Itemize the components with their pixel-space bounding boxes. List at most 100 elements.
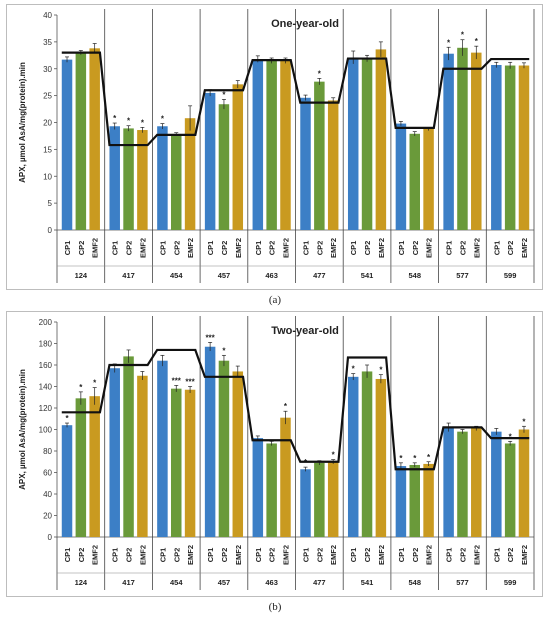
- significance-star: *: [65, 414, 69, 423]
- bar: [518, 429, 530, 537]
- bar: [375, 49, 387, 231]
- chart-title: Two-year-old: [271, 325, 339, 337]
- bar: [375, 378, 387, 537]
- y-tick-label: 5: [48, 199, 53, 208]
- bar: [266, 60, 277, 230]
- bar-label: CP2: [172, 548, 181, 563]
- y-tick-label: 100: [39, 426, 53, 435]
- chart-b-frame: 0 20 40 60 80 100 120 140 160 180 200 APX, µmol AsA…: [6, 311, 543, 597]
- y-tick-label: 10: [43, 172, 52, 181]
- chart-title: One-year-old: [271, 18, 339, 30]
- bar-label: CP1: [63, 548, 72, 563]
- y-tick-label: 20: [43, 119, 52, 128]
- bar-label: CP1: [397, 548, 406, 563]
- bar: [443, 427, 454, 537]
- bar: [361, 58, 373, 230]
- bar: [204, 346, 216, 537]
- group-label: 457: [218, 271, 231, 280]
- bar: [395, 466, 407, 537]
- bar: [89, 48, 100, 231]
- bar-label: CP2: [411, 241, 420, 256]
- significance-star: *: [113, 114, 117, 123]
- group-label: 417: [122, 271, 135, 280]
- bar: [137, 130, 148, 230]
- bar: [504, 65, 516, 231]
- bar: [218, 104, 230, 230]
- bar: [157, 126, 168, 230]
- significance-star: *: [509, 432, 513, 441]
- y-tick-label: 0: [48, 533, 53, 542]
- bar-label: CP1: [254, 548, 263, 563]
- chart-a: 0 5 10 15 20 25 30 35 40 APX, µmol AsA/mg(protein…: [18, 9, 535, 283]
- bar: [109, 368, 120, 537]
- significance-star: ***: [185, 378, 195, 387]
- bar: [109, 126, 120, 230]
- y-tick-label: 60: [43, 469, 52, 478]
- significance-star: ***: [172, 376, 182, 385]
- bar: [423, 128, 434, 230]
- group-label: 124: [75, 578, 88, 587]
- y-tick-label: 35: [43, 38, 52, 47]
- bar-label: EMF2: [329, 238, 338, 258]
- bar: [518, 65, 530, 231]
- y-tick-label: 25: [43, 92, 52, 101]
- y-tick-label: 30: [43, 65, 52, 74]
- bar-label: EMF2: [234, 545, 243, 565]
- group-label: 454: [170, 271, 183, 280]
- bar-label: CP2: [220, 548, 229, 563]
- y-tick-label: 180: [39, 340, 53, 349]
- bar: [266, 443, 277, 537]
- group-label: 541: [361, 271, 374, 280]
- bar-label: CP1: [302, 241, 311, 256]
- bar-label: CP1: [492, 241, 501, 256]
- bar: [184, 389, 196, 537]
- bar-label: EMF2: [138, 238, 147, 258]
- trend-line: [61, 51, 530, 147]
- significance-star: *: [522, 417, 526, 426]
- bar: [300, 469, 311, 537]
- significance-star: *: [318, 69, 322, 78]
- significance-star: *: [399, 454, 403, 463]
- significance-star: *: [161, 115, 165, 124]
- bar-label: CP1: [254, 241, 263, 256]
- bar: [457, 47, 468, 230]
- group-label: 463: [265, 578, 278, 587]
- y-tick-label: 0: [48, 226, 53, 235]
- bar: [327, 461, 339, 537]
- group-label: 577: [456, 578, 469, 587]
- bar-label: CP2: [125, 548, 134, 563]
- bar-label: CP1: [349, 241, 358, 256]
- bar: [157, 360, 168, 537]
- y-tick-label: 160: [39, 361, 53, 370]
- bar: [75, 52, 87, 230]
- bar: [491, 431, 502, 537]
- significance-star: *: [379, 366, 383, 375]
- bar-label: CP1: [158, 548, 167, 563]
- bar-label: EMF2: [377, 238, 386, 258]
- bar-label: CP1: [111, 548, 120, 563]
- significance-star: *: [427, 453, 431, 462]
- bar-label: EMF2: [329, 545, 338, 565]
- bar-label: CP2: [220, 241, 229, 256]
- bar: [395, 123, 407, 230]
- bar: [123, 356, 134, 537]
- y-tick-label: 140: [39, 383, 53, 392]
- bar: [252, 59, 264, 231]
- caption-b: (b): [268, 601, 282, 613]
- bar-label: CP1: [397, 241, 406, 256]
- bar: [61, 425, 73, 537]
- group-label: 477: [313, 271, 326, 280]
- bar-label: EMF2: [281, 545, 290, 565]
- bar: [280, 417, 291, 537]
- bar-label: CP2: [315, 241, 324, 256]
- bar-label: EMF2: [186, 545, 195, 565]
- bar: [471, 52, 482, 230]
- bar: [280, 60, 291, 230]
- group-label: 457: [218, 578, 231, 587]
- bar-label: EMF2: [91, 238, 100, 258]
- chart-a-frame: 0 5 10 15 20 25 30 35 40 APX, µmol AsA/mg(protein…: [6, 4, 543, 290]
- bar: [204, 92, 216, 230]
- bar-label: CP1: [492, 548, 501, 563]
- bar: [184, 118, 196, 230]
- bar-label: EMF2: [186, 238, 195, 258]
